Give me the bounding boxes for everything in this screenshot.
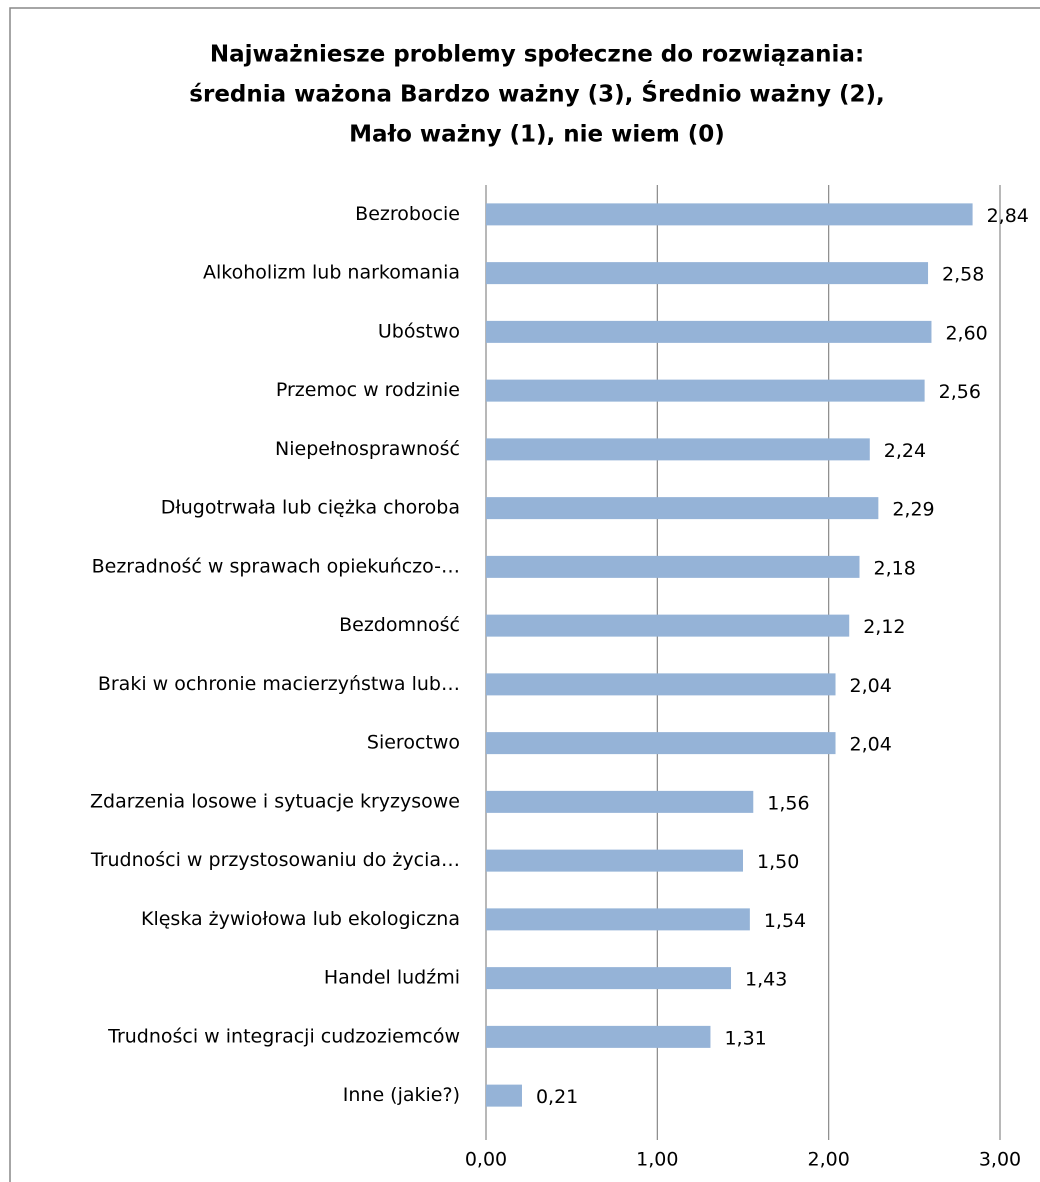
y-tick-label: Bezdomność: [339, 614, 460, 636]
y-tick-label: Trudności w integracji cudzoziemców: [107, 1025, 460, 1047]
bar: [486, 1084, 522, 1107]
bar: [486, 614, 850, 637]
bar: [486, 967, 732, 990]
chart-frame: [9, 7, 1040, 1182]
y-tick-label: Bezradność w sprawach opiekuńczo-…: [92, 555, 460, 577]
data-label: 0,21: [536, 1086, 578, 1108]
y-tick-label: Przemoc w rodzinie: [276, 379, 460, 401]
y-tick-label: Bezrobocie: [355, 203, 460, 225]
y-tick-label: Inne (jakie?): [343, 1084, 460, 1106]
x-tick-label: 3,00: [979, 1149, 1021, 1171]
y-tick-label: Długotrwała lub ciężka choroba: [161, 497, 460, 519]
data-label: 1,31: [724, 1027, 766, 1049]
bar: [486, 673, 836, 696]
bar: [486, 849, 743, 872]
y-tick-label: Ubóstwo: [378, 320, 460, 342]
y-tick-label: Alkoholizm lub narkomania: [203, 262, 460, 284]
data-label: 2,58: [942, 264, 984, 286]
data-label: 2,60: [945, 322, 987, 344]
y-tick-label: Trudności w przystosowaniu do życia…: [90, 849, 460, 871]
bar: [486, 497, 879, 520]
data-label: 2,04: [850, 734, 892, 756]
x-tick-label: 0,00: [465, 1149, 507, 1171]
data-label: 1,54: [764, 910, 806, 932]
bar: [486, 203, 973, 226]
bar: [486, 262, 929, 285]
data-label: 1,50: [757, 851, 799, 873]
x-tick-label: 1,00: [636, 1149, 678, 1171]
y-tick-label: Klęska żywiołowa lub ekologiczna: [141, 908, 460, 930]
x-tick-label: 2,00: [808, 1149, 850, 1171]
chart-title: Mało ważny (1), nie wiem (0): [349, 122, 725, 148]
bar: [486, 555, 860, 578]
chart-title: średnia ważona Bardzo ważny (3), Średnio…: [189, 80, 884, 108]
bar: [486, 1025, 711, 1048]
data-label: 2,84: [987, 205, 1029, 227]
data-label: 2,29: [892, 499, 934, 521]
data-label: 2,18: [874, 557, 916, 579]
y-tick-label: Handel ludźmi: [324, 967, 460, 989]
bar: [486, 732, 836, 755]
data-label: 1,43: [745, 969, 787, 991]
data-label: 2,56: [939, 381, 981, 403]
y-tick-label: Sieroctwo: [367, 732, 460, 754]
chart-title: Najważniesze problemy społeczne do rozwi…: [210, 42, 864, 68]
bar: [486, 379, 925, 402]
data-label: 1,56: [767, 792, 809, 814]
y-tick-label: Braki w ochronie macierzyństwa lub…: [98, 673, 460, 695]
bar: [486, 320, 932, 343]
bar: [486, 790, 754, 813]
data-label: 2,24: [884, 440, 926, 462]
y-tick-label: Zdarzenia losowe i sytuacje kryzysowe: [90, 790, 460, 812]
data-label: 2,12: [863, 616, 905, 638]
bar: [486, 908, 750, 931]
bar: [486, 438, 870, 461]
data-label: 2,04: [850, 675, 892, 697]
y-tick-label: Niepełnosprawność: [275, 438, 460, 460]
